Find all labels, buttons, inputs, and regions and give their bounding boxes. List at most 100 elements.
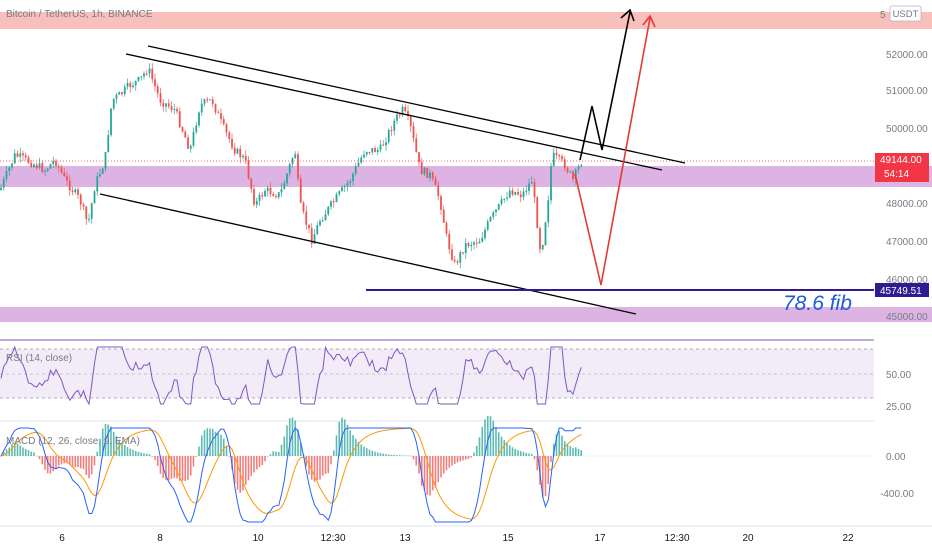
macd-histogram-bar: [420, 456, 423, 486]
macd-histogram-bar: [558, 431, 561, 456]
currency-badge-box[interactable]: [889, 5, 922, 22]
candle-body: [324, 214, 327, 221]
candle-body: [321, 220, 324, 222]
candle-body: [522, 191, 525, 198]
candle-body: [189, 145, 192, 149]
macd-histogram-bar: [217, 433, 220, 456]
candle-body: [294, 154, 297, 159]
candle-body: [550, 165, 552, 201]
macd-histogram-bar: [563, 441, 566, 456]
candle-body: [49, 164, 52, 169]
price-tick-label: 48000.00: [886, 199, 928, 210]
macd-histogram-bar: [321, 456, 324, 476]
candle-body: [192, 131, 195, 146]
macd-histogram-bar: [442, 456, 445, 474]
macd-histogram-bar: [423, 456, 426, 491]
candle-body: [110, 108, 112, 136]
macd-histogram-bar: [88, 456, 90, 479]
macd-histogram-bar: [536, 456, 539, 471]
candle-body: [167, 103, 170, 107]
macd-histogram-bar: [360, 444, 363, 456]
macd-histogram-bar: [60, 456, 63, 465]
macd-histogram-bar: [30, 451, 33, 456]
macd-histogram-bar: [101, 428, 104, 456]
candle-body: [13, 153, 16, 164]
macd-histogram-bar: [530, 454, 533, 456]
candle-body: [247, 160, 250, 179]
macd-histogram-bar: [497, 432, 500, 456]
candle-body: [85, 206, 88, 220]
black-arrow-head: [620, 8, 635, 22]
macd-histogram-bar: [561, 435, 563, 456]
candle-body: [203, 99, 206, 104]
macd-histogram-bar: [189, 456, 192, 476]
macd-histogram-bar: [118, 439, 121, 456]
candle-body: [99, 173, 101, 177]
candle-body: [132, 85, 134, 88]
time-tick-label: 22: [842, 533, 854, 544]
macd-histogram-bar: [327, 456, 330, 474]
fib-annotation: 78.6 fib: [783, 292, 852, 315]
macd-histogram-bar: [365, 448, 368, 456]
candle-body: [544, 222, 547, 246]
candle-body: [387, 130, 390, 143]
candle-body: [561, 156, 563, 160]
candle-body: [266, 187, 269, 191]
countdown-tag: 54:14: [884, 169, 909, 180]
candle-body: [145, 73, 148, 75]
candle-body: [198, 112, 200, 126]
candle-body: [233, 147, 236, 154]
candle-body: [211, 99, 214, 105]
macd-histogram-bar: [209, 428, 211, 456]
macd-histogram-bar: [236, 456, 239, 490]
candle-body: [33, 164, 35, 168]
candle-body: [217, 112, 220, 114]
candle-body: [299, 178, 302, 203]
macd-histogram-bar: [310, 456, 313, 480]
macd-histogram-bar: [492, 420, 495, 456]
macd-histogram-bar: [222, 438, 225, 456]
macd-histogram-bar: [387, 454, 390, 456]
candle-body: [93, 191, 96, 204]
macd-histogram-bar: [506, 442, 508, 456]
candle-body: [393, 120, 396, 131]
macd-histogram-bar: [145, 453, 148, 456]
candle-body: [442, 209, 445, 223]
macd-histogram-bar: [533, 456, 536, 460]
macd-histogram-bar: [500, 436, 503, 456]
candle-body: [558, 155, 561, 157]
macd-histogram-bar: [167, 456, 170, 481]
macd-tick-0: 0.00: [886, 452, 906, 463]
candle-body: [121, 92, 123, 95]
candle-body: [525, 190, 528, 192]
macd-histogram-bar: [57, 456, 60, 466]
candle-body: [572, 171, 574, 180]
candle-body: [401, 106, 404, 115]
macd-histogram-bar: [332, 450, 335, 456]
candle-body: [178, 111, 181, 128]
candle-body: [506, 197, 508, 199]
macd-histogram-bar: [503, 440, 506, 456]
macd-histogram-bar: [445, 456, 448, 471]
macd-histogram-bar: [242, 456, 244, 491]
macd-histogram-bar: [159, 456, 162, 474]
macd-histogram-bar: [415, 456, 418, 466]
candle-body: [376, 149, 379, 153]
macd-histogram-bar: [63, 456, 66, 464]
candle-body: [563, 159, 566, 169]
macd-histogram-bar: [385, 454, 387, 456]
macd-histogram-bar: [462, 456, 464, 461]
macd-histogram-bar: [431, 456, 434, 491]
candle-body: [123, 86, 126, 95]
fib-price-tag: 45749.51: [880, 286, 922, 297]
candle-body: [27, 157, 30, 163]
macd-histogram-bar: [233, 456, 236, 484]
candle-body: [415, 138, 418, 153]
macd-histogram-bar: [368, 449, 371, 456]
rsi-tick-25: 25.00: [886, 402, 911, 413]
macd-histogram-bar: [481, 426, 484, 456]
candle-body: [310, 228, 313, 244]
currency-badge[interactable]: USDT: [893, 9, 919, 20]
candle-body: [236, 148, 239, 154]
